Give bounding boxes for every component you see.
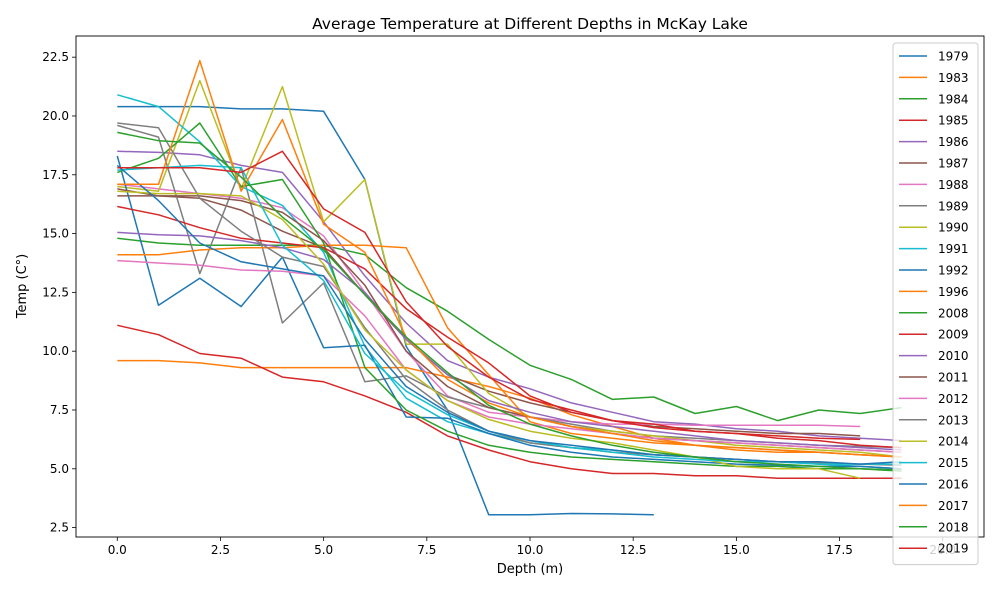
y-tick-label: 2.5 xyxy=(50,521,69,535)
x-tick-label: 0.0 xyxy=(108,543,127,557)
legend-label: 2013 xyxy=(938,413,969,427)
y-tick-label: 7.5 xyxy=(50,403,69,417)
legend-label: 2014 xyxy=(938,435,969,449)
legend-label: 1991 xyxy=(938,242,969,256)
series-line-1992 xyxy=(116,155,902,470)
series-line-2012 xyxy=(117,259,902,454)
legend-label: 2017 xyxy=(938,499,969,513)
legend-label: 1988 xyxy=(938,178,969,192)
series-line-1990 xyxy=(117,79,902,458)
series-line-2016 xyxy=(116,164,902,465)
legend-label: 1984 xyxy=(938,92,969,106)
y-tick-label: 15.0 xyxy=(42,227,69,241)
chart-title: Average Temperature at Different Depths … xyxy=(312,15,748,33)
series-line-2010 xyxy=(117,231,902,451)
legend-label: 1986 xyxy=(938,135,969,149)
series-line-2008 xyxy=(117,122,902,471)
legend-label: 2011 xyxy=(938,371,969,385)
plot-frame xyxy=(75,35,985,538)
series-line-1985 xyxy=(117,324,902,479)
legend-label: 2016 xyxy=(938,478,969,492)
series-line-2018 xyxy=(117,131,902,472)
legend-box xyxy=(892,42,979,566)
series-line-2017 xyxy=(117,59,902,458)
y-tick-label: 17.5 xyxy=(42,168,69,182)
x-tick-label: 17.5 xyxy=(826,543,853,557)
x-tick-label: 15.0 xyxy=(723,543,750,557)
y-tick-label: 10.0 xyxy=(42,344,69,358)
legend-label: 1987 xyxy=(938,157,969,171)
series-line-1986 xyxy=(117,150,902,442)
y-tick-label: 5.0 xyxy=(50,462,69,476)
legend-label: 1983 xyxy=(938,71,969,85)
series-lines xyxy=(116,59,902,516)
y-tick-label: 22.5 xyxy=(42,50,69,64)
series-line-2014 xyxy=(117,190,861,479)
y-axis-ticks: 2.5 5.0 7.5 10.0 12.5 15.0 17.5 20.0 22.5 xyxy=(42,50,76,535)
series-line-2019 xyxy=(117,150,902,449)
y-tick-label: 12.5 xyxy=(42,285,69,299)
x-tick-label: 2.5 xyxy=(211,543,230,557)
series-line-1987 xyxy=(117,195,861,437)
legend-label: 1996 xyxy=(938,285,969,299)
series-line-1983 xyxy=(117,359,902,458)
legend-label: 2015 xyxy=(938,456,969,470)
x-tick-label: 12.5 xyxy=(620,543,647,557)
legend-label: 1990 xyxy=(938,221,969,235)
legend-label: 2018 xyxy=(938,520,969,534)
legend: 1979 1983 1984 1985 1986 1987 1988 1989 1990 1991… xyxy=(892,42,979,566)
y-tick-label: 20.0 xyxy=(42,109,69,123)
series-line-1988 xyxy=(117,183,861,428)
x-tick-label: 7.5 xyxy=(417,543,436,557)
x-tick-label: 5.0 xyxy=(314,543,333,557)
series-line-1984 xyxy=(117,237,902,422)
legend-label: 1979 xyxy=(938,50,969,64)
legend-label: 2010 xyxy=(938,349,969,363)
legend-label: 2008 xyxy=(938,306,969,320)
legend-label: 2019 xyxy=(938,542,969,556)
x-axis-label: Depth (m) xyxy=(497,562,564,577)
legend-label: 1985 xyxy=(938,114,969,128)
legend-label: 2009 xyxy=(938,328,969,342)
legend-label: 1989 xyxy=(938,199,969,213)
x-tick-label: 10.0 xyxy=(517,543,544,557)
y-axis-label: Temp (C°) xyxy=(15,254,30,320)
legend-label: 1992 xyxy=(938,264,969,278)
legend-label: 2012 xyxy=(938,392,969,406)
